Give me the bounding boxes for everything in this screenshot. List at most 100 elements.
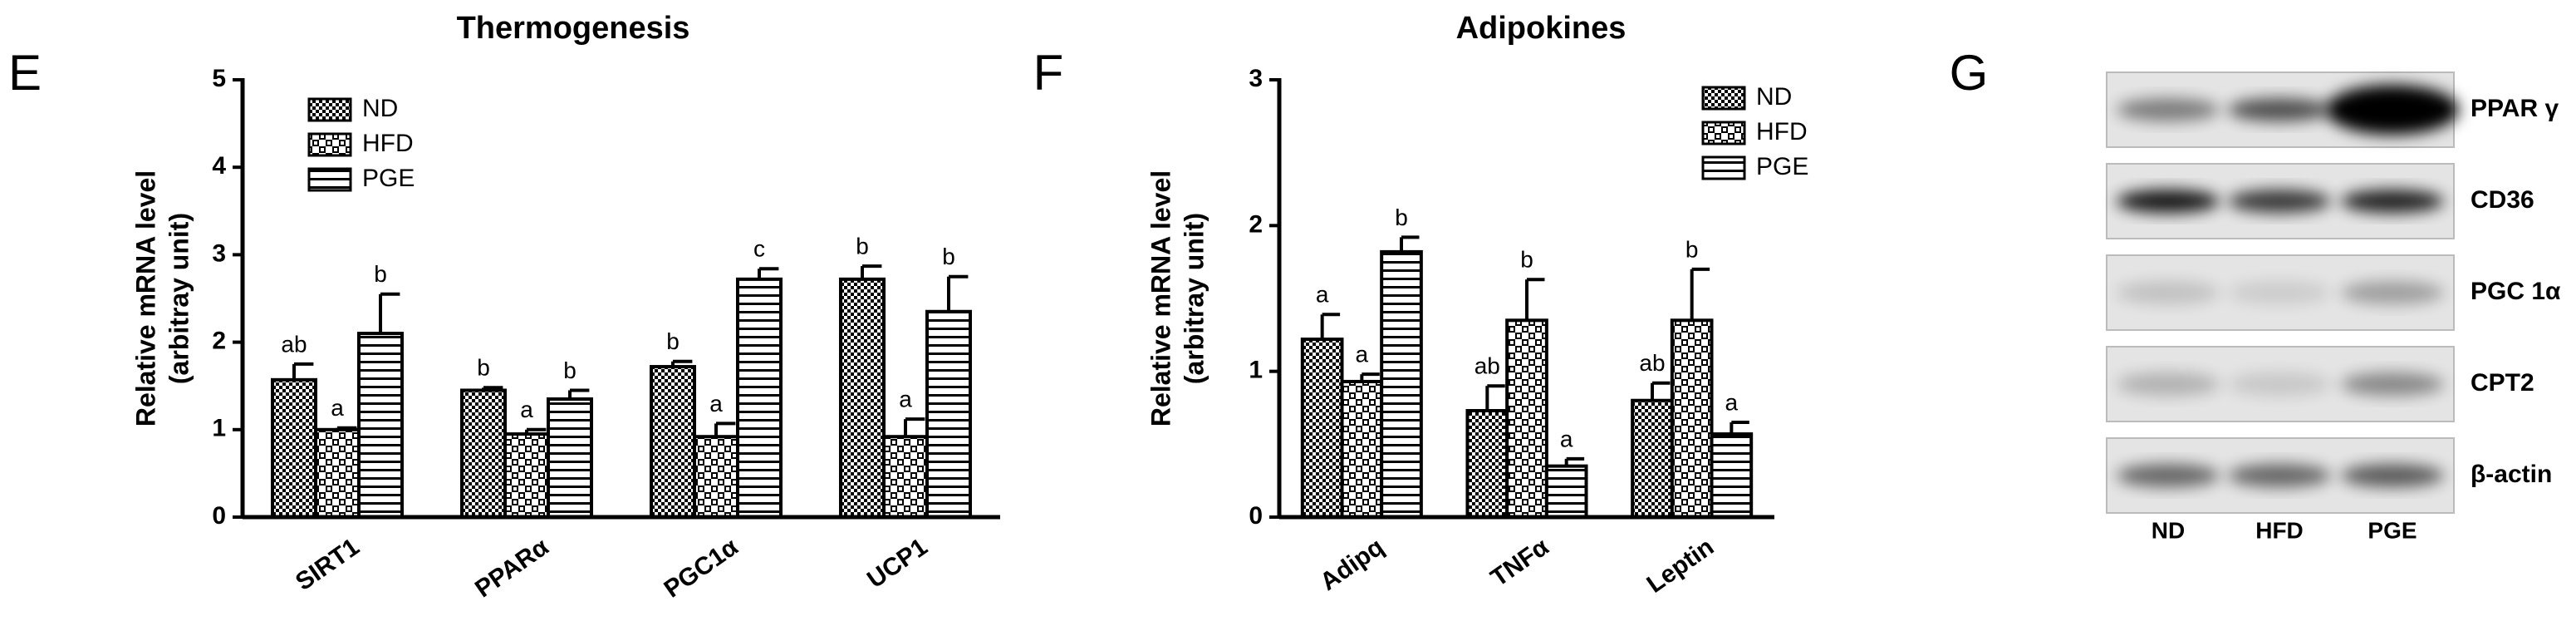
legend-swatch: [1701, 121, 1746, 145]
y-tick-label: 2: [1249, 210, 1263, 238]
blot-row-label: CD36: [2471, 186, 2534, 214]
significance-label: a: [1356, 342, 1369, 367]
blot-band: [2341, 281, 2444, 304]
legend-label: ND: [362, 95, 398, 122]
bar: [1505, 318, 1548, 519]
y-tick-label: 1: [212, 415, 226, 442]
significance-label: b: [563, 357, 577, 383]
blot-band: [2341, 464, 2444, 487]
x-tick-label: PPARα: [470, 533, 554, 603]
y-tick-label: 0: [212, 502, 226, 530]
significance-label: a: [331, 395, 344, 421]
y-tick-label: 1: [1249, 357, 1263, 384]
significance-label: ab: [281, 331, 307, 357]
blot-band: [2341, 372, 2444, 396]
legend-swatch: [307, 132, 352, 157]
significance-label: ab: [1474, 353, 1500, 379]
y-tick-label: 3: [212, 239, 226, 267]
panel-label: G: [1950, 45, 1989, 101]
bar: [650, 365, 696, 519]
significance-label: b: [374, 261, 387, 287]
bar: [736, 277, 783, 519]
blot-band: [2117, 190, 2220, 213]
significance-label: b: [1395, 205, 1408, 230]
bar: [1465, 409, 1509, 519]
bar: [503, 432, 550, 519]
blot-band: [2117, 98, 2220, 121]
significance-label: c: [753, 236, 765, 262]
blot-band: [2228, 98, 2331, 121]
blot-row-label: CPT2: [2471, 369, 2534, 397]
bar: [839, 277, 886, 519]
significance-label: a: [1725, 389, 1739, 415]
bar: [1380, 249, 1423, 519]
bar: [271, 377, 317, 519]
significance-label: b: [477, 355, 490, 381]
significance-label: b: [1685, 236, 1699, 262]
blot-lane-label: HFD: [2255, 517, 2304, 543]
y-axis-title: Relative mRNA level: [130, 170, 160, 426]
x-tick-label: PGC1α: [660, 533, 743, 604]
significance-label: a: [709, 391, 723, 417]
blot-row-label: PGC 1α: [2471, 278, 2561, 305]
blot-lane-label: ND: [2152, 517, 2185, 543]
chart-title: Adipokines: [1456, 11, 1627, 46]
blot-band: [2117, 464, 2220, 487]
significance-label: a: [1316, 282, 1329, 308]
panel-label: E: [8, 45, 42, 101]
blot-band: [2326, 85, 2459, 135]
bar: [460, 388, 507, 519]
bar: [882, 435, 929, 519]
legend-swatch: [1701, 155, 1746, 180]
bar: [693, 435, 739, 519]
legend-label: HFD: [1756, 118, 1808, 145]
y-tick-label: 0: [1249, 502, 1263, 530]
panel-label: F: [1033, 45, 1064, 101]
x-tick-label: TNFα: [1486, 533, 1554, 592]
x-tick-label: Adipq: [1315, 533, 1389, 596]
significance-label: b: [856, 233, 869, 259]
x-tick-label: UCP1: [862, 533, 932, 594]
significance-label: a: [899, 387, 912, 412]
significance-label: a: [1560, 426, 1573, 451]
blot-band: [2117, 372, 2220, 396]
y-axis-title: Relative mRNA level: [1146, 170, 1175, 426]
significance-label: b: [1520, 247, 1533, 273]
significance-label: ab: [1639, 350, 1665, 376]
bar: [1631, 398, 1674, 519]
blot-lane-label: PGE: [2367, 517, 2417, 543]
significance-label: a: [520, 397, 533, 422]
legend-swatch: [1701, 86, 1746, 111]
bar: [1670, 318, 1714, 519]
significance-label: b: [666, 328, 680, 354]
legend-label: HFD: [362, 130, 414, 157]
bar: [1710, 432, 1754, 519]
x-tick-label: Leptin: [1642, 533, 1720, 599]
legend-swatch: [307, 167, 352, 192]
y-axis-title: (arbitray unit): [164, 213, 194, 384]
x-tick-label: SIRT1: [291, 533, 365, 596]
significance-label: b: [942, 244, 955, 269]
y-tick-label: 4: [212, 152, 226, 180]
blot-band: [2228, 372, 2331, 396]
blot-row-label: β-actin: [2471, 461, 2552, 488]
blot-band: [2341, 190, 2444, 213]
bar: [357, 332, 404, 519]
y-tick-label: 5: [212, 65, 226, 92]
chart-title: Thermogenesis: [457, 11, 690, 46]
legend-swatch: [307, 97, 352, 122]
bar: [314, 427, 361, 519]
legend-label: PGE: [1756, 153, 1808, 180]
blot-band: [2228, 464, 2331, 487]
y-axis-title: (arbitray unit): [1179, 213, 1209, 384]
bar: [925, 309, 972, 519]
y-tick-label: 3: [1249, 65, 1263, 92]
legend-label: PGE: [362, 165, 415, 192]
bar: [1300, 338, 1344, 519]
bar: [1340, 379, 1384, 519]
bar: [1544, 464, 1588, 520]
blot-band: [2228, 190, 2331, 213]
y-tick-label: 2: [212, 328, 226, 355]
blot-row-label: PPAR γ: [2471, 95, 2559, 122]
